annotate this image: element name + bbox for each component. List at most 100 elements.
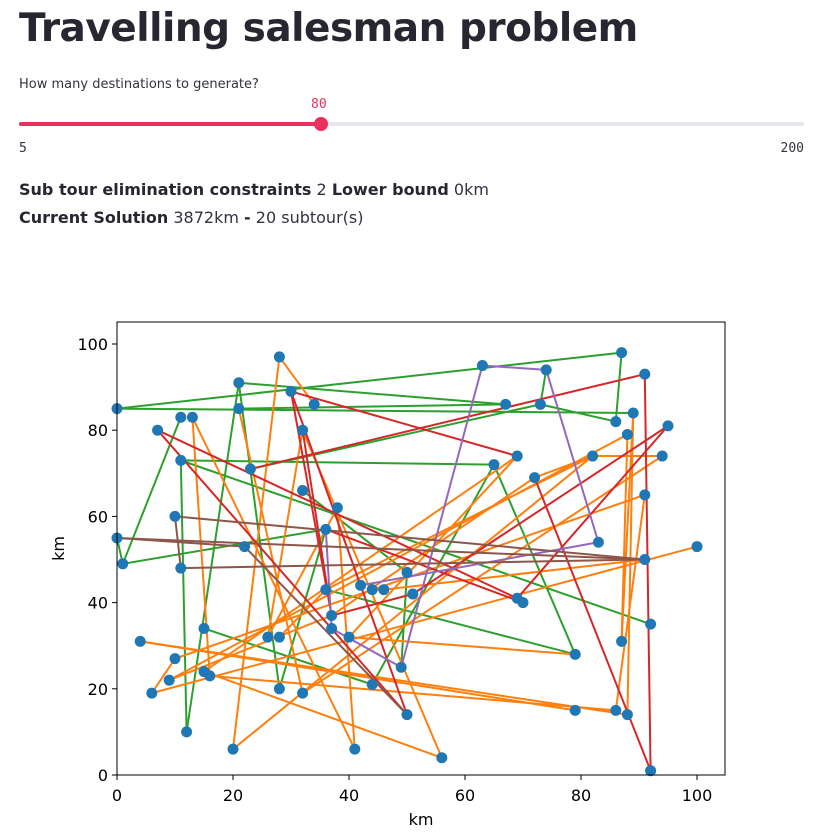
destination-point bbox=[134, 635, 146, 647]
tour-edge bbox=[116, 536, 645, 561]
destination-point bbox=[349, 743, 361, 755]
sec-value: 2 bbox=[316, 180, 327, 199]
subtour-count: 20 subtour(s) bbox=[255, 208, 364, 227]
tour-edge bbox=[116, 351, 622, 410]
slider-track[interactable] bbox=[19, 122, 804, 126]
tour-edge bbox=[614, 494, 646, 711]
destination-point bbox=[407, 588, 419, 600]
destination-point bbox=[616, 635, 628, 647]
destination-point bbox=[645, 765, 657, 777]
destination-point bbox=[331, 502, 343, 514]
tour-edge bbox=[325, 588, 576, 656]
destination-point bbox=[262, 631, 274, 643]
destination-point bbox=[645, 618, 657, 630]
tour-edge bbox=[400, 572, 408, 668]
tour-edge bbox=[185, 382, 240, 733]
tour-edge bbox=[150, 658, 176, 694]
tour-edge bbox=[325, 528, 524, 604]
destination-point bbox=[529, 472, 541, 484]
tour-edge bbox=[122, 528, 326, 565]
destination-point bbox=[511, 450, 523, 462]
destination-point bbox=[320, 584, 332, 596]
tour-edge bbox=[180, 459, 495, 466]
cs-separator: - bbox=[244, 208, 251, 227]
destination-point bbox=[691, 541, 703, 553]
destination-point bbox=[326, 622, 338, 634]
destination-point bbox=[175, 411, 187, 423]
x-tick-label: 40 bbox=[339, 786, 359, 805]
tour-edge bbox=[331, 593, 414, 617]
tour-edge bbox=[151, 545, 698, 695]
tour-edge bbox=[516, 425, 669, 599]
destination-point bbox=[616, 347, 628, 359]
destination-point bbox=[169, 653, 181, 665]
x-tick-label: 100 bbox=[682, 786, 713, 805]
tour-edge bbox=[325, 455, 594, 591]
tour-edge bbox=[191, 416, 356, 750]
y-tick-label: 0 bbox=[98, 766, 108, 785]
x-tick-label: 60 bbox=[455, 786, 475, 805]
destination-point bbox=[656, 450, 668, 462]
tour-edge bbox=[203, 670, 443, 759]
tour-edge bbox=[533, 477, 652, 772]
destination-point bbox=[476, 360, 488, 372]
destination-point bbox=[117, 558, 129, 570]
destination-point bbox=[621, 429, 633, 441]
destination-point bbox=[297, 485, 309, 497]
destination-point bbox=[320, 523, 332, 535]
y-tick-label: 60 bbox=[88, 507, 108, 526]
destination-point bbox=[273, 683, 285, 695]
destination-point bbox=[610, 704, 622, 716]
destination-point bbox=[297, 424, 309, 436]
tour-edge bbox=[626, 412, 635, 715]
solution-line: Current Solution 3872km - 20 subtour(s) bbox=[19, 208, 363, 227]
tour-edge bbox=[348, 636, 576, 656]
tour-edge bbox=[290, 390, 518, 458]
destination-point bbox=[610, 416, 622, 428]
tour-edge bbox=[238, 403, 506, 410]
destination-point bbox=[273, 631, 285, 643]
destination-point bbox=[175, 562, 187, 574]
destination-point bbox=[401, 566, 413, 578]
destination-point bbox=[163, 674, 175, 686]
destination-point bbox=[366, 584, 378, 596]
tour-edge bbox=[278, 588, 327, 638]
slider-min-label: 5 bbox=[19, 141, 27, 156]
tour-edge bbox=[168, 614, 332, 682]
destination-point bbox=[204, 670, 216, 682]
tour-edge bbox=[168, 433, 628, 682]
destination-point bbox=[621, 709, 633, 721]
tour-edge bbox=[180, 459, 651, 626]
destination-point bbox=[175, 454, 187, 466]
tour-edge bbox=[232, 356, 281, 750]
destination-point bbox=[146, 687, 158, 699]
tour-edge bbox=[371, 464, 495, 685]
tour-edge bbox=[157, 429, 518, 600]
cs-value: 3872km bbox=[173, 208, 239, 227]
destination-point bbox=[239, 541, 251, 553]
destination-point bbox=[297, 687, 309, 699]
tour-edge bbox=[209, 674, 616, 712]
tour-edge bbox=[412, 425, 669, 595]
destination-point bbox=[662, 420, 674, 432]
y-axis-label: km bbox=[49, 536, 68, 561]
lb-value: 0km bbox=[453, 180, 489, 199]
tour-edge bbox=[179, 460, 188, 732]
y-tick-label: 100 bbox=[77, 335, 108, 354]
destination-point bbox=[587, 450, 599, 462]
destination-point bbox=[343, 631, 355, 643]
destination-point bbox=[198, 622, 210, 634]
tour-edge bbox=[302, 455, 663, 694]
destination-point bbox=[233, 377, 245, 389]
constraints-line: Sub tour elimination constraints 2 Lower… bbox=[19, 180, 489, 199]
tour-edge bbox=[482, 364, 547, 371]
y-tick-label: 20 bbox=[88, 680, 108, 699]
x-axis-label: km bbox=[409, 810, 434, 829]
tour-edge bbox=[232, 455, 594, 750]
slider-max-label: 200 bbox=[780, 141, 804, 156]
destination-point bbox=[152, 424, 164, 436]
x-tick-label: 20 bbox=[223, 786, 243, 805]
destination-point bbox=[517, 597, 529, 609]
slider-thumb[interactable] bbox=[313, 117, 328, 131]
destination-point bbox=[366, 678, 378, 690]
